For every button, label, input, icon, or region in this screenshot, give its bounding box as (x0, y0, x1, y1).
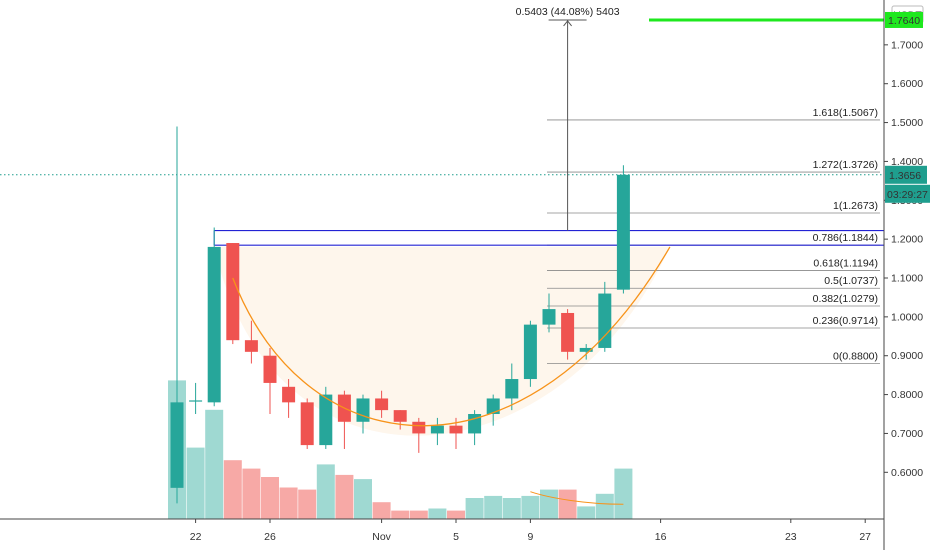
measure-arrow-head (563, 20, 572, 27)
fib-level-label: 0.5(1.0737) (824, 275, 878, 287)
volume-bar (242, 468, 261, 519)
volume-bar (391, 510, 410, 519)
x-tick-label: 16 (655, 531, 667, 543)
candle-body (282, 386, 296, 403)
candle-body (244, 340, 258, 352)
y-tick-label: 1.5000 (891, 117, 923, 129)
countdown-box (885, 184, 930, 203)
volume-bar (521, 495, 540, 519)
y-tick-label: 0.9000 (891, 350, 923, 362)
volume-bar (540, 489, 558, 519)
volume-bar (279, 487, 298, 519)
volume-bar (372, 502, 391, 519)
current-price-box (885, 165, 927, 184)
candle-body (393, 410, 407, 422)
x-tick-label: 5 (453, 531, 459, 543)
y-tick-label: 1.6000 (891, 78, 923, 90)
volume-bar (298, 489, 317, 519)
x-tick-label: 26 (264, 531, 276, 543)
candle-body (542, 309, 556, 325)
candle-body (375, 398, 389, 411)
volume-bar (261, 477, 279, 519)
candle-body (505, 379, 519, 399)
candle-body (579, 347, 593, 352)
fib-retracement[interactable]: 0(0.8800) 0.236(0.9714) 0.382(1.0279) 0.5(1… (547, 107, 880, 364)
candles (170, 126, 630, 504)
horizontal-lines[interactable] (213, 18, 884, 246)
y-tick-label: 1.7000 (891, 39, 923, 51)
volume-bar (465, 498, 484, 519)
target-price-box (885, 11, 923, 28)
x-axis-ticks[interactable]: 22 26 Nov 5 9 16 23 27 (190, 519, 871, 543)
fib-level-label: 0.236(0.9714) (813, 315, 878, 327)
x-tick-label: 27 (859, 531, 871, 543)
candle-body (170, 402, 184, 488)
volume-bar (614, 468, 633, 519)
y-tick-label: 0.7000 (891, 428, 923, 440)
x-tick-label: 22 (190, 531, 202, 543)
target-price-label: 1.7640 (888, 15, 920, 27)
measure-tool[interactable]: 0.5403 (44.08%) 5403 (516, 6, 620, 231)
candle-body (263, 355, 277, 383)
volume-bar (205, 409, 224, 519)
fib-level-label: 0.382(1.0279) (813, 293, 878, 305)
fib-level-label: 1.618(1.5067) (813, 107, 878, 119)
countdown-label: 03:29:27 (887, 189, 928, 201)
volume-bar (577, 506, 596, 519)
y-tick-label: 1.0000 (891, 311, 923, 323)
y-tick-label: 1.2000 (891, 234, 923, 246)
fib-level-label: 0.618(1.1194) (813, 257, 878, 269)
volume-bar (354, 479, 372, 519)
volume-bar (558, 489, 577, 519)
y-tick-label: 1.4000 (891, 156, 923, 168)
candle-body (207, 246, 221, 403)
fib-level-label: 0.786(1.1844) (813, 232, 878, 244)
candle-body (226, 243, 240, 341)
cup-shaded-area (214, 246, 670, 436)
cup-curve[interactable] (232, 246, 671, 427)
candle-body (616, 174, 630, 290)
volume-curve (530, 491, 624, 505)
candle-body (430, 425, 444, 434)
volume-bar (595, 493, 614, 519)
fib-level-label: 0(0.8800) (833, 350, 878, 362)
fib-level-label: 1(1.2673) (833, 200, 878, 212)
volume-bar (484, 495, 503, 519)
volume-bar (316, 464, 335, 519)
current-price-label: 1.3656 (889, 170, 921, 182)
volume-bar (186, 447, 205, 519)
volume-bar (447, 510, 465, 519)
fib-level-label: 1.272(1.3726) (813, 159, 878, 171)
candle-body (598, 293, 612, 348)
x-tick-label: 23 (785, 531, 797, 543)
candle-body (449, 425, 463, 434)
x-tick-label: Nov (372, 531, 391, 543)
candle-body (189, 400, 203, 402)
y-tick-label: 0.6000 (891, 467, 923, 479)
candle-body (561, 312, 575, 352)
candle-body (523, 324, 537, 380)
y-axis-ticks[interactable]: 0.6000 0.7000 0.8000 0.9000 1.0000 1.1000 1.20… (884, 39, 923, 479)
candle-body (300, 402, 314, 446)
measure-label: 0.5403 (44.08%) 5403 (516, 6, 620, 18)
candle-body (319, 394, 333, 446)
y-tick-label: 0.8000 (891, 389, 923, 401)
volume-bar (335, 474, 354, 519)
volume-bar (409, 510, 428, 519)
x-tick-label: 9 (527, 531, 533, 543)
candle-body (356, 398, 370, 422)
candle-body (486, 398, 500, 415)
y-tick-label: 1.1000 (891, 273, 923, 285)
volume-bar (502, 498, 521, 519)
candle-body (412, 421, 426, 434)
volume-bar (428, 508, 447, 519)
candle-body (468, 414, 482, 434)
volume-bar (223, 460, 242, 519)
